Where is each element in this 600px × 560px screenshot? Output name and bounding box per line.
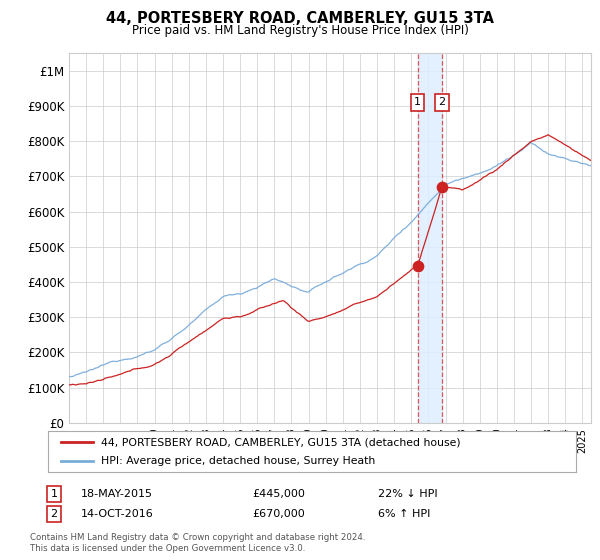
Text: 2: 2 (439, 97, 445, 108)
Text: 22% ↓ HPI: 22% ↓ HPI (378, 489, 437, 499)
Text: 2: 2 (50, 509, 58, 519)
Text: 44, PORTESBERY ROAD, CAMBERLEY, GU15 3TA (detached house): 44, PORTESBERY ROAD, CAMBERLEY, GU15 3TA… (101, 437, 460, 447)
Point (413, 262, 422, 270)
Point (437, 183, 447, 192)
Bar (418, 53, 442, 423)
Text: £670,000: £670,000 (252, 509, 305, 519)
Text: Price paid vs. HM Land Registry's House Price Index (HPI): Price paid vs. HM Land Registry's House … (131, 24, 469, 36)
Text: 6% ↑ HPI: 6% ↑ HPI (378, 509, 430, 519)
Text: 44, PORTESBERY ROAD, CAMBERLEY, GU15 3TA: 44, PORTESBERY ROAD, CAMBERLEY, GU15 3TA (106, 11, 494, 26)
Text: 1: 1 (50, 489, 58, 499)
Text: 14-OCT-2016: 14-OCT-2016 (81, 509, 154, 519)
Text: £445,000: £445,000 (252, 489, 305, 499)
Text: HPI: Average price, detached house, Surrey Heath: HPI: Average price, detached house, Surr… (101, 456, 375, 466)
Text: 1: 1 (414, 97, 421, 108)
Text: 18-MAY-2015: 18-MAY-2015 (81, 489, 153, 499)
Text: Contains HM Land Registry data © Crown copyright and database right 2024.
This d: Contains HM Land Registry data © Crown c… (30, 533, 365, 553)
